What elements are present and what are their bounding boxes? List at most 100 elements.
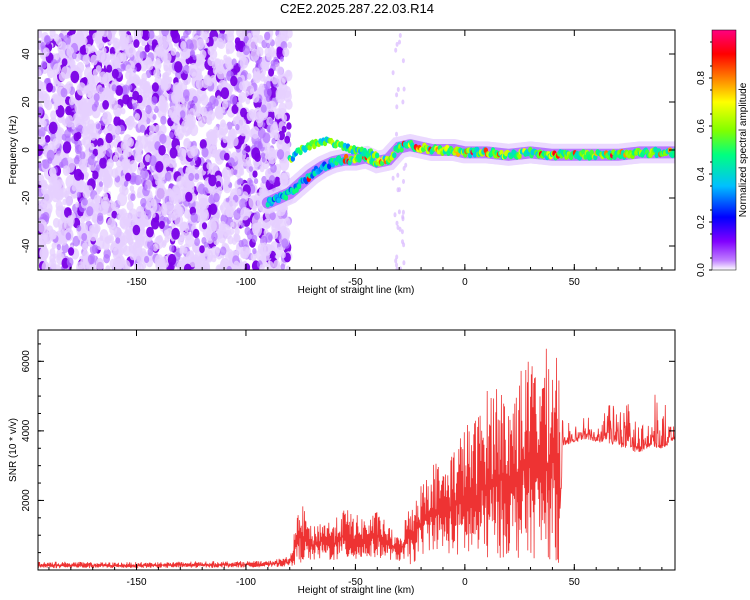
noise-speckle — [391, 70, 395, 76]
noise-speckle — [227, 199, 237, 212]
noise-speckle — [152, 114, 157, 120]
noise-speckle — [38, 79, 43, 93]
noise-speckle — [240, 246, 250, 259]
noise-speckle — [56, 254, 62, 261]
noise-speckle — [38, 136, 46, 147]
noise-speckle — [163, 229, 170, 238]
noise-speckle — [62, 141, 72, 154]
noise-speckle — [115, 125, 122, 135]
noise-speckle — [54, 94, 59, 102]
noise-speckle — [183, 30, 189, 39]
noise-speckle — [394, 258, 398, 264]
noise-speckle — [55, 200, 63, 211]
noise-speckle — [94, 194, 101, 204]
noise-speckle — [92, 170, 99, 180]
noise-speckle — [252, 71, 262, 84]
noise-speckle — [220, 106, 226, 114]
snr-panel: -150 -100 -50 0 50 2000 4000 6000 Height of str… — [8, 329, 676, 596]
noise-speckle — [53, 175, 63, 190]
noise-speckle — [99, 157, 108, 169]
noise-speckle — [123, 245, 131, 257]
noise-speckle — [45, 100, 53, 111]
noise-speckle — [194, 237, 201, 247]
colorbar-tick-label: 0.0 — [696, 263, 707, 277]
signal-cell — [276, 197, 281, 204]
noise-speckle — [122, 142, 128, 150]
noise-speckle — [263, 87, 272, 99]
noise-speckle — [401, 239, 404, 245]
noise-speckle — [174, 129, 180, 137]
noise-speckle — [208, 145, 218, 158]
noise-speckle — [228, 157, 235, 167]
noise-speckle — [112, 257, 123, 270]
snr-data — [38, 348, 675, 569]
noise-speckle — [46, 82, 53, 93]
noise-speckle — [169, 147, 178, 159]
noise-speckle — [72, 235, 80, 247]
noise-speckle — [128, 237, 134, 246]
noise-speckle — [280, 263, 286, 270]
noise-speckle — [260, 61, 266, 69]
noise-speckle — [402, 86, 406, 92]
noise-speckle — [252, 170, 258, 178]
noise-speckle — [82, 77, 88, 85]
noise-speckle — [225, 48, 230, 55]
noise-speckle — [57, 41, 68, 55]
noise-speckle — [396, 187, 400, 193]
noise-speckle — [133, 30, 143, 40]
noise-speckle — [239, 56, 249, 69]
noise-speckle — [95, 65, 102, 74]
noise-speckle — [401, 209, 405, 215]
noise-speckle — [74, 144, 82, 155]
noise-speckle — [53, 264, 62, 270]
noise-speckle — [167, 109, 173, 116]
noise-speckle — [242, 45, 250, 56]
noise-speckle — [95, 203, 102, 213]
noise-speckle — [226, 31, 235, 43]
noise-speckle — [153, 68, 160, 78]
noise-speckle — [151, 147, 157, 156]
noise-speckle — [134, 113, 140, 121]
noise-speckle — [167, 253, 177, 266]
noise-speckle — [64, 129, 71, 139]
noise-speckle — [281, 114, 288, 122]
noise-speckle — [237, 158, 243, 166]
noise-speckle — [102, 172, 112, 186]
noise-speckle — [73, 132, 80, 142]
noise-speckle — [113, 227, 123, 240]
noise-speckle — [276, 219, 287, 232]
noise-speckle — [231, 136, 239, 147]
noise-speckle — [202, 260, 210, 270]
noise-speckle — [259, 264, 265, 270]
noise-speckle — [190, 145, 199, 157]
noise-speckle — [275, 40, 282, 49]
noise-speckle — [106, 158, 114, 169]
noise-speckle — [281, 251, 286, 259]
noise-speckle — [40, 42, 46, 50]
noise-speckle — [155, 186, 165, 200]
spectrogram-x-tick-label: -150 — [126, 277, 146, 288]
noise-speckle — [263, 244, 272, 256]
noise-speckle — [58, 71, 66, 82]
noise-speckle — [251, 234, 258, 243]
noise-speckle — [144, 81, 151, 90]
noise-speckle — [162, 71, 170, 81]
noise-speckle — [253, 178, 259, 185]
noise-speckle — [111, 84, 117, 92]
noise-speckle — [178, 210, 183, 217]
noise-speckle — [155, 161, 164, 173]
noise-speckle — [135, 154, 142, 162]
noise-speckle — [132, 102, 138, 110]
noise-speckle — [149, 141, 156, 150]
noise-speckle — [85, 86, 94, 98]
spectrogram-y-tick-label: 20 — [21, 96, 32, 108]
noise-speckle — [278, 77, 286, 88]
noise-speckle — [238, 81, 245, 91]
noise-speckle — [139, 238, 144, 246]
noise-speckle — [236, 30, 244, 38]
noise-speckle — [52, 138, 60, 150]
noise-speckle — [194, 173, 200, 180]
noise-speckle — [103, 87, 111, 97]
noise-speckle — [38, 69, 42, 77]
noise-speckle — [83, 184, 90, 192]
